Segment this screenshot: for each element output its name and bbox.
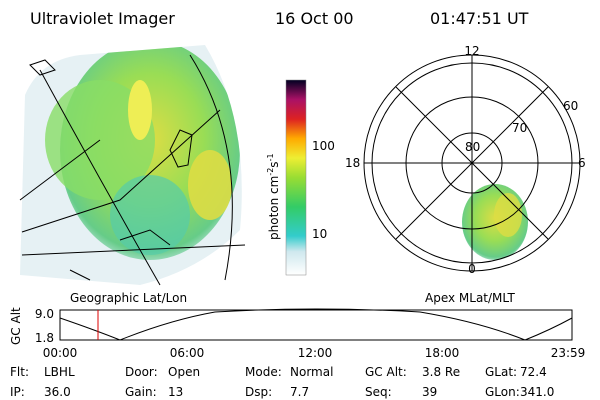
info-label: IP: xyxy=(10,385,25,399)
info-label: Gain: xyxy=(125,385,157,399)
info-value: 13 xyxy=(168,385,183,399)
info-label: Flt: xyxy=(10,365,29,379)
colorbar-tick: 100 xyxy=(312,139,335,153)
info-value: 72.4 xyxy=(520,365,547,379)
info-label: Seq: xyxy=(365,385,392,399)
info-label: Dsp: xyxy=(245,385,272,399)
info-label: Mode: xyxy=(245,365,282,379)
colorbar: 100 10 photon cm-2s-1 xyxy=(266,79,335,276)
timeline: GC Alt 9.0 1.8 00:00 06:00 12:00 18:00 2… xyxy=(9,307,585,360)
time: 01:47:51 UT xyxy=(430,9,529,28)
date: 16 Oct 00 xyxy=(275,9,354,28)
info-panel: Flt: LBHL Door: Open Mode: Normal GC Alt: 3.8 R… xyxy=(10,365,554,399)
time-label: 23:59 xyxy=(551,346,586,360)
info-label: GLon: xyxy=(485,385,520,399)
geo-grid xyxy=(19,54,246,286)
time-label: 12:00 xyxy=(298,346,333,360)
mlat-label: 60 xyxy=(563,99,578,113)
timeline-axis-label: GC Alt xyxy=(9,307,23,345)
mlt-label: 12 xyxy=(464,44,479,58)
info-value: LBHL xyxy=(44,365,75,379)
info-label: Door: xyxy=(125,365,158,379)
info-value: Normal xyxy=(290,365,333,379)
header: Ultraviolet Imager 16 Oct 00 01:47:51 UT xyxy=(30,9,529,28)
timeline-tick: 9.0 xyxy=(35,307,54,321)
polar-label: Apex MLat/MLT xyxy=(425,291,515,305)
time-label: 18:00 xyxy=(425,346,460,360)
info-label: GLat: xyxy=(485,365,517,379)
geo-label: Geographic Lat/Lon xyxy=(70,291,187,305)
mlat-label: 80 xyxy=(465,140,480,154)
info-value: 7.7 xyxy=(290,385,309,399)
colorbar-label: photon cm-2s-1 xyxy=(266,153,281,240)
info-value: 341.0 xyxy=(520,385,554,399)
mlt-label: 18 xyxy=(345,156,360,170)
timeline-tick: 1.8 xyxy=(35,331,54,345)
instrument: Ultraviolet Imager xyxy=(30,9,175,28)
time-label: 00:00 xyxy=(43,346,78,360)
info-value: Open xyxy=(168,365,200,379)
mlt-label: 0 xyxy=(468,262,476,276)
time-label: 06:00 xyxy=(170,346,205,360)
colorbar-tick: 10 xyxy=(312,227,327,241)
mlt-label: 6 xyxy=(578,156,586,170)
polar-plot: 12 18 6 0 80 70 60 xyxy=(345,44,586,276)
info-label: GC Alt: xyxy=(365,365,407,379)
geo-image xyxy=(20,45,242,285)
info-value: 36.0 xyxy=(44,385,71,399)
info-value: 3.8 Re xyxy=(422,365,460,379)
mlat-label: 70 xyxy=(512,121,527,135)
info-value: 39 xyxy=(422,385,437,399)
